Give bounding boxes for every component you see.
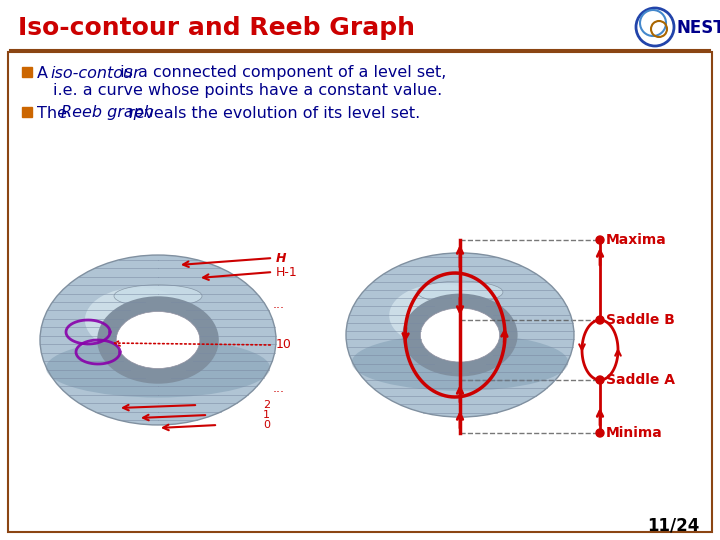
Ellipse shape	[85, 287, 191, 353]
Ellipse shape	[417, 281, 503, 303]
Text: A: A	[37, 65, 53, 80]
Ellipse shape	[390, 284, 492, 347]
Text: 0: 0	[263, 420, 270, 430]
Text: Minima: Minima	[606, 426, 662, 440]
Text: Reeb graph: Reeb graph	[61, 105, 154, 120]
Text: reveals the evolution of its level set.: reveals the evolution of its level set.	[123, 105, 420, 120]
Circle shape	[596, 376, 604, 384]
Text: Saddle A: Saddle A	[606, 373, 675, 387]
Text: 10: 10	[276, 339, 292, 352]
Ellipse shape	[40, 255, 276, 425]
Ellipse shape	[97, 296, 219, 384]
Text: ...: ...	[273, 381, 285, 395]
Ellipse shape	[346, 253, 574, 417]
Text: 2: 2	[263, 400, 270, 410]
FancyBboxPatch shape	[8, 52, 712, 532]
Text: iso-contour: iso-contour	[50, 65, 140, 80]
Text: is a connected component of a level set,: is a connected component of a level set,	[115, 65, 446, 80]
Ellipse shape	[402, 294, 518, 376]
Circle shape	[596, 429, 604, 437]
Bar	[22, 67, 32, 77]
Ellipse shape	[116, 312, 200, 368]
Text: Iso-contour and Reeb Graph: Iso-contour and Reeb Graph	[18, 16, 415, 40]
Text: H: H	[276, 252, 287, 265]
Text: 11/24: 11/24	[647, 517, 700, 535]
Ellipse shape	[351, 334, 568, 391]
Ellipse shape	[420, 308, 500, 362]
Bar	[22, 107, 32, 117]
Text: Saddle B: Saddle B	[606, 313, 675, 327]
Ellipse shape	[46, 339, 270, 397]
Text: NEST: NEST	[677, 19, 720, 37]
Text: i.e. a curve whose points have a constant value.: i.e. a curve whose points have a constan…	[53, 83, 442, 98]
Text: H-1: H-1	[276, 266, 298, 279]
Ellipse shape	[114, 285, 202, 307]
Text: 1: 1	[263, 410, 270, 420]
Text: Maxima: Maxima	[606, 233, 667, 247]
Text: The: The	[37, 105, 72, 120]
Circle shape	[596, 236, 604, 244]
Text: ...: ...	[273, 299, 285, 312]
Circle shape	[596, 316, 604, 324]
